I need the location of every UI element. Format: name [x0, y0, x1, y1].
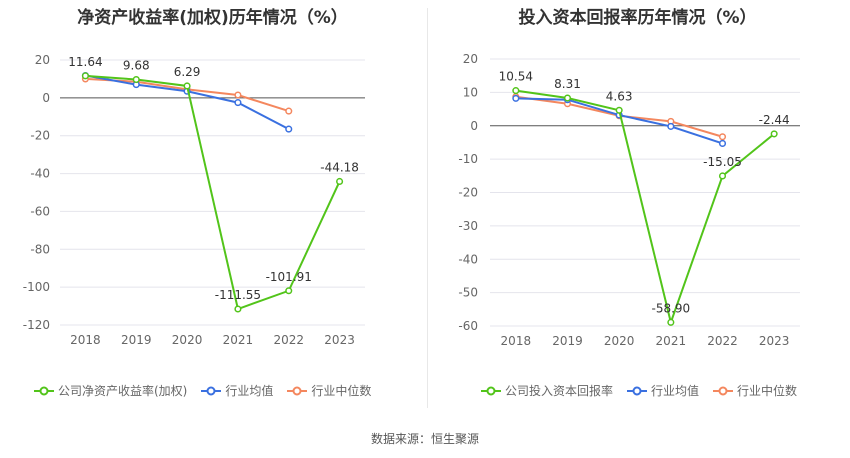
y-tick-label: -60 — [30, 204, 50, 218]
data-label: 9.68 — [123, 59, 150, 73]
legend-roe: 公司净资产收益率(加权) 行业均值 行业中位数 — [34, 382, 385, 399]
y-tick-label: -40 — [30, 167, 50, 181]
data-point — [770, 130, 778, 138]
legend-marker-orange-icon — [287, 386, 308, 395]
data-point — [615, 106, 623, 114]
data-point — [718, 172, 727, 180]
legend-label: 行业均值 — [225, 384, 274, 398]
x-tick-label: 2023 — [759, 334, 790, 348]
x-tick-label: 2019 — [121, 333, 152, 347]
legend-label: 行业中位数 — [737, 384, 798, 398]
y-tick-label: 10 — [463, 85, 478, 99]
x-tick-label: 2022 — [273, 333, 304, 347]
chart-title-roic: 投入资本回报率历年情况（%） — [518, 8, 757, 28]
data-label: 4.63 — [606, 89, 633, 103]
data-point — [234, 305, 242, 313]
legend-marker-blue-icon — [201, 386, 222, 395]
legend-label: 行业均值 — [651, 384, 700, 398]
chart-title-roe: 净资产收益率(加权)历年情况（%） — [77, 8, 348, 28]
data-point — [285, 287, 293, 295]
x-tick-label: 2018 — [70, 333, 101, 347]
x-tick-label: 2021 — [223, 333, 254, 347]
panel-divider — [427, 8, 428, 408]
data-point — [285, 125, 293, 133]
data-point — [667, 318, 675, 326]
data-point — [512, 87, 520, 95]
y-tick-label: -20 — [30, 129, 50, 143]
data-label: 10.54 — [499, 70, 533, 84]
data-source-note: 数据来源：恒生聚源 — [370, 432, 479, 446]
data-point — [132, 75, 140, 84]
data-point — [183, 82, 191, 90]
data-point — [285, 107, 293, 115]
legend-item-company-roic[interactable]: 公司投入资本回报率 — [481, 382, 613, 399]
data-label: -101.91 — [266, 270, 312, 284]
legend-marker-blue-icon — [627, 386, 648, 395]
data-point — [512, 94, 520, 102]
x-tick-label: 2019 — [552, 334, 583, 348]
data-label: -44.18 — [320, 160, 359, 174]
legend-marker-green-icon — [481, 386, 501, 395]
legend-label: 公司投入资本回报率 — [505, 384, 614, 398]
y-tick-label: 0 — [42, 91, 50, 105]
data-point — [667, 122, 675, 130]
x-tick-label: 2018 — [501, 334, 532, 348]
x-tick-label: 2023 — [324, 333, 355, 347]
legend-marker-orange-icon — [713, 386, 734, 395]
data-point — [234, 91, 242, 99]
legend-label: 公司净资产收益率(加权) — [58, 384, 188, 398]
series-line — [515, 89, 775, 326]
data-label: 11.64 — [68, 55, 102, 69]
legend-item-industry-mean[interactable]: 行业均值 — [627, 382, 699, 399]
x-tick-label: 2020 — [172, 333, 203, 347]
y-tick-label: -30 — [458, 219, 478, 233]
y-tick-label: -50 — [458, 286, 478, 300]
data-point — [563, 94, 572, 102]
data-point — [234, 99, 242, 107]
y-tick-label: -80 — [30, 242, 50, 256]
data-point — [718, 133, 727, 141]
y-tick-label: -100 — [23, 280, 50, 294]
legend-marker-green-icon — [34, 386, 54, 395]
y-tick-label: -20 — [458, 186, 478, 200]
y-tick-label: -40 — [458, 252, 478, 266]
legend-roic: 公司投入资本回报率 行业均值 行业中位数 — [481, 382, 811, 399]
data-label: -111.55 — [215, 288, 261, 302]
y-tick-label: -120 — [23, 318, 50, 332]
x-tick-label: 2020 — [604, 334, 635, 348]
data-point — [81, 72, 89, 80]
legend-item-industry-median[interactable]: 行业中位数 — [287, 382, 371, 399]
data-point — [718, 139, 727, 147]
y-tick-label: 0 — [470, 119, 478, 133]
data-label: 6.29 — [174, 65, 201, 79]
data-label: -15.05 — [703, 155, 742, 169]
data-point — [336, 177, 344, 186]
legend-label: 行业中位数 — [311, 384, 372, 398]
y-tick-label: 20 — [463, 52, 478, 66]
y-tick-label: -10 — [458, 152, 478, 166]
legend-item-industry-median[interactable]: 行业中位数 — [713, 382, 797, 399]
legend-item-company-roe[interactable]: 公司净资产收益率(加权) — [34, 382, 187, 399]
data-label: 8.31 — [554, 77, 581, 91]
y-tick-label: -60 — [458, 319, 478, 333]
x-tick-label: 2021 — [656, 334, 687, 348]
series-line — [515, 97, 723, 145]
series-line — [85, 74, 341, 311]
x-tick-label: 2022 — [707, 334, 738, 348]
legend-item-industry-mean[interactable]: 行业均值 — [201, 382, 273, 399]
y-tick-label: 20 — [35, 53, 50, 67]
data-label: -58.90 — [651, 301, 690, 315]
data-label: -2.44 — [759, 113, 790, 127]
